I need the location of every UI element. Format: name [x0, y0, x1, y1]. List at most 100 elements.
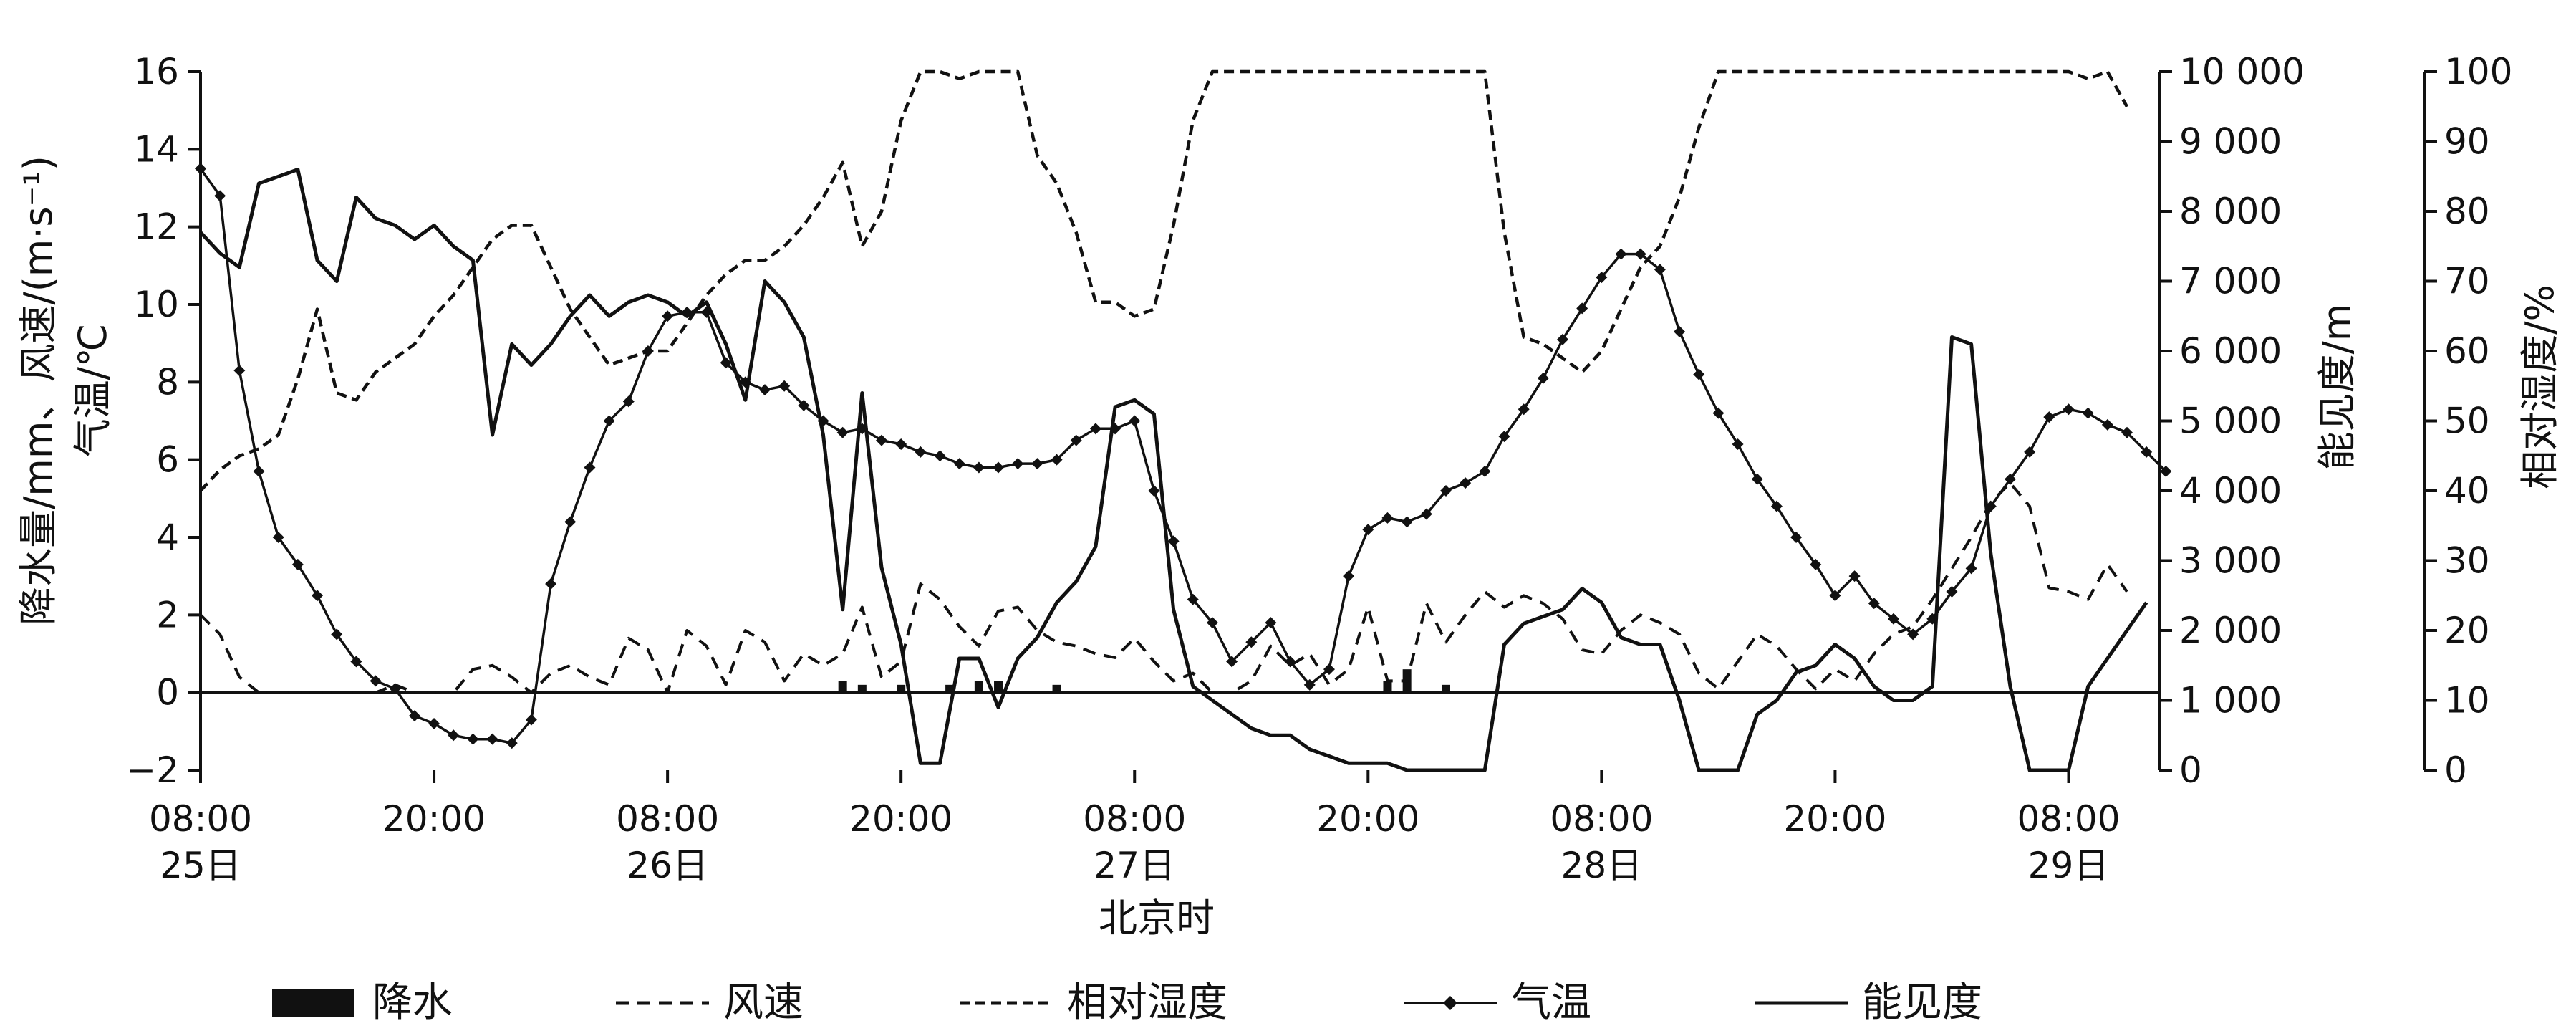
right1-axis-ticks: 0 1 000 2 000 3 000 4 000 5 000 6 000 7 000 8 00… — [2159, 51, 2305, 791]
temperature-point — [291, 558, 304, 570]
left-tick-label: 16 — [133, 51, 179, 92]
right2-tick-label: 90 — [2444, 121, 2490, 163]
right2-tick-label: 70 — [2444, 261, 2490, 302]
visibility-line — [199, 168, 2148, 772]
temperature-point — [1654, 264, 1666, 276]
temperature-point — [720, 357, 732, 369]
legend-vis-label: 能见度 — [1862, 979, 1982, 1026]
y-right1-axis-title: 能见度/m — [2315, 304, 2360, 471]
y-left-axis-title-2: 气温/℃ — [70, 324, 115, 458]
visibility-series — [199, 168, 2148, 772]
x-tick-time-label: 08:00 — [2017, 798, 2120, 840]
legend-rh-label: 相对湿度 — [1067, 979, 1227, 1026]
temperature-point — [1089, 423, 1101, 435]
temperature-point — [915, 446, 927, 458]
temperature-point — [1810, 558, 1822, 570]
legend-temp-label: 气温 — [1511, 979, 1591, 1026]
relative-humidity-line — [199, 69, 2128, 492]
x-tick-time-label: 08:00 — [149, 798, 252, 840]
temperature-point — [1674, 325, 1686, 337]
right2-tick-label: 10 — [2444, 680, 2490, 721]
left-tick-label: −2 — [126, 749, 179, 791]
x-tick-day-label: 29日 — [2028, 845, 2110, 886]
right2-tick-label: 80 — [2444, 191, 2490, 232]
right2-axis-ticks: 0 10 20 30 40 50 60 70 80 90 100 — [2424, 51, 2512, 791]
x-tick-time-label: 20:00 — [849, 798, 952, 840]
left-tick-label: 10 — [133, 284, 179, 325]
temperature-point — [642, 345, 654, 357]
temperature-point — [331, 628, 343, 641]
temperature-point — [389, 683, 401, 695]
temperature-point — [876, 434, 888, 446]
right2-tick-label: 30 — [2444, 540, 2490, 582]
temperature-point — [1965, 562, 1977, 575]
left-tick-label: 12 — [133, 206, 179, 248]
temperature-point — [603, 415, 615, 427]
temperature-point — [1401, 516, 1413, 528]
temperature-point — [1479, 465, 1491, 477]
temperature-point — [1012, 458, 1024, 470]
left-tick-label: 0 — [156, 672, 179, 714]
temperature-point — [1265, 617, 1277, 629]
temperature-point — [836, 426, 849, 438]
temperature-point — [1634, 248, 1646, 260]
temperature-point — [272, 532, 284, 543]
right2-tick-label: 40 — [2444, 470, 2490, 512]
right2-tick-label: 0 — [2444, 749, 2467, 791]
temperature-point — [1148, 485, 1160, 497]
temperature-point — [1323, 663, 1335, 676]
right1-tick-label: 7 000 — [2179, 261, 2282, 302]
precip-bar — [945, 684, 955, 693]
left-tick-label: 6 — [156, 439, 179, 481]
wind-speed-series — [199, 481, 2128, 694]
temperature-point — [448, 729, 460, 742]
temperature-point — [1439, 485, 1452, 497]
temperature-point — [408, 710, 420, 722]
precipitation-series — [838, 669, 1450, 693]
precip-bar — [857, 684, 867, 693]
temperature-point — [1576, 302, 1588, 315]
right1-tick-label: 3 000 — [2179, 540, 2282, 582]
temperature-point — [1129, 415, 1141, 427]
temperature-point — [934, 450, 946, 462]
temperature-point — [1887, 613, 1899, 625]
y-right2-axis-title: 相对湿度/% — [2517, 284, 2562, 489]
x-tick-day-label: 26日 — [627, 845, 708, 886]
legend-precip-swatch — [272, 989, 354, 1017]
temperature-point — [506, 737, 518, 749]
temperature-point — [428, 718, 440, 729]
temperature-point — [525, 714, 537, 726]
right1-tick-label: 0 — [2179, 749, 2202, 791]
x-tick-day-label: 28日 — [1561, 845, 1643, 886]
temperature-point — [798, 399, 810, 411]
x-axis-ticks: 08:00 25日 20:00 08:00 26日 20:00 08:00 27日 20:00 0… — [149, 770, 2121, 886]
right1-tick-label: 6 000 — [2179, 330, 2282, 372]
temperature-point — [662, 310, 674, 322]
right2-tick-label: 100 — [2444, 51, 2512, 92]
temperature-point — [1206, 617, 1218, 629]
temperature-point — [1868, 598, 1880, 610]
temperature-point — [350, 656, 362, 668]
temperature-point — [1829, 590, 1841, 602]
precip-bar — [1441, 684, 1450, 693]
temperature-point — [1460, 477, 1472, 489]
temperature-point — [1284, 656, 1296, 668]
temperature-point — [1537, 372, 1549, 384]
left-tick-label: 2 — [156, 594, 179, 635]
temperature-point — [2101, 418, 2113, 431]
temperature-point — [1303, 678, 1316, 691]
legend-precip-label: 降水 — [372, 979, 453, 1026]
temperature-point — [545, 578, 557, 590]
temperature-line — [199, 168, 2167, 744]
temperature-point — [1362, 524, 1374, 536]
temperature-point — [312, 590, 324, 602]
temperature-point — [1790, 532, 1803, 543]
left-tick-label: 14 — [133, 128, 179, 170]
temperature-point — [2141, 446, 2153, 458]
temperature-point — [973, 461, 985, 474]
temperature-point — [1167, 535, 1180, 547]
temperature-point — [2160, 465, 2172, 477]
left-tick-label: 8 — [156, 361, 179, 403]
left-axis-ticks: −2 0 2 4 6 8 10 12 14 16 — [126, 51, 201, 791]
